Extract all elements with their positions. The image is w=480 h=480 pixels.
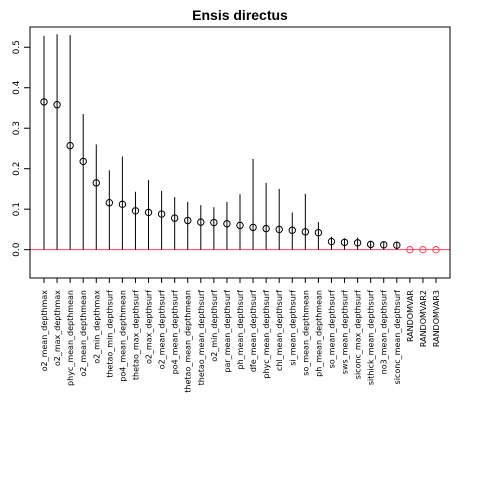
point-par_mean_depthsurf (223, 220, 231, 228)
y-axis: 0.0 0.1 0.2 0.3 0.4 0.5 (12, 40, 30, 257)
x-tick-label: RANDOMVAR2 (419, 290, 428, 347)
x-tick-label: thetao_max_depthsurf (131, 290, 140, 380)
x-tick-label: thetao_mean_depthmean (184, 290, 193, 393)
point-o2_mean_depthmean (79, 157, 87, 166)
data-points (40, 98, 440, 254)
x-tick-label: siconc_mean_depthsurf (393, 290, 402, 385)
error-bars (43, 34, 398, 250)
y-tick-label: 0.5 (12, 40, 22, 54)
x-tick-label: dfe_mean_depthsurf (249, 290, 258, 372)
x-tick-label: so_mean_depthmean (301, 290, 310, 376)
x-tick-label: par_mean_depthsurf (223, 290, 232, 373)
point-thetao_max_depthsurf (131, 207, 140, 215)
y-tick-label: 0.0 (12, 242, 22, 257)
point-RANDOMVAR2 (419, 245, 427, 254)
x-tick-label: ph_mean_depthmean (314, 290, 323, 377)
x-tick-label: po4_mean_depthsurf (171, 290, 180, 375)
x-tick-label: o2_mean_depthmean (79, 290, 88, 377)
chart-title: Ensis directus (192, 7, 288, 23)
x-tick-label: sws_mean_depthsurf (341, 290, 350, 374)
point-sws_mean_depthsurf (340, 238, 349, 247)
point-siconc_max_depthsurf (353, 239, 362, 247)
x-tick-label: o2_max_depthsurf (145, 290, 154, 364)
point-o2_mean_depthsurf (157, 210, 166, 218)
y-tick-label: 0.4 (12, 80, 22, 95)
point-RANDOMVAR (406, 245, 414, 254)
x-tick-label: o2_mean_depthmax (40, 290, 49, 372)
x-tick-label: no3_mean_depthsurf (380, 290, 389, 375)
point-si_mean_depthsurf (288, 226, 296, 234)
y-tick-label: 0.2 (12, 162, 22, 176)
x-tick-label: phyc_mean_depthsurf (262, 290, 271, 379)
point-RANDOMVAR3 (432, 245, 440, 254)
x-tick-label: sithick_mean_depthsurf (367, 290, 376, 385)
point-chl_mean_depthsurf (275, 225, 283, 234)
point-phyc_mean_depthsurf (262, 224, 270, 233)
point-thetao_mean_depthsurf (197, 218, 205, 226)
x-tick-label: so_mean_depthsurf (327, 290, 336, 369)
point-sithick_mean_depthsurf (366, 240, 375, 249)
x-tick-label: o2_min_depthmax (92, 290, 101, 364)
x-tick-label: o2_max_depthmax (53, 290, 62, 366)
point-thetao_mean_depthmean (184, 216, 192, 225)
x-tick-label: po4_mean_depthmean (118, 290, 127, 382)
y-tick-label: 0.3 (12, 121, 22, 135)
x-tick-label: ph_mean_depthsurf (236, 290, 245, 370)
point-thetao_min_depthsurf (105, 199, 114, 207)
point-o2_min_depthsurf (210, 218, 218, 227)
point-dfe_mean_depthsurf (249, 223, 257, 232)
x-axis-labels: o2_mean_depthmax o2_max_depthmax phyc_mean… (40, 278, 441, 393)
point-ph_mean_depthmean (314, 228, 323, 237)
x-tick-label: o2_mean_depthsurf (158, 290, 167, 369)
point-siconc_mean_depthsurf (393, 241, 401, 249)
x-tick-label: thetao_mean_depthsurf (197, 290, 206, 386)
point-o2_min_depthmax (92, 179, 100, 187)
point-o2_max_depthmax (53, 101, 61, 109)
plot-box (29, 26, 451, 279)
y-tick-label: 0.1 (12, 202, 22, 216)
point-o2_mean_depthmax (40, 98, 48, 106)
point-so_mean_depthsurf (327, 237, 336, 246)
point-po4_mean_depthsurf (170, 214, 179, 222)
point-ph_mean_depthsurf (236, 221, 244, 230)
point-po4_mean_depthmean (118, 200, 127, 209)
x-tick-label: RANDOMVAR3 (432, 290, 441, 347)
x-tick-label: phyc_mean_depthmean (66, 290, 75, 386)
point-so_mean_depthmean (301, 228, 310, 236)
point-phyc_mean_depthmean (66, 141, 74, 150)
point-no3_mean_depthsurf (380, 241, 388, 249)
x-tick-label: chl_mean_depthsurf (275, 290, 284, 371)
x-tick-label: thetao_min_depthsurf (105, 290, 114, 378)
x-tick-label: si_mean_depthsurf (288, 290, 297, 366)
x-tick-label: RANDOMVAR (406, 290, 415, 342)
x-tick-label: o2_min_depthsurf (210, 290, 219, 362)
point-o2_max_depthsurf (144, 208, 153, 217)
x-tick-label: siconc_max_depthsurf (354, 290, 363, 379)
